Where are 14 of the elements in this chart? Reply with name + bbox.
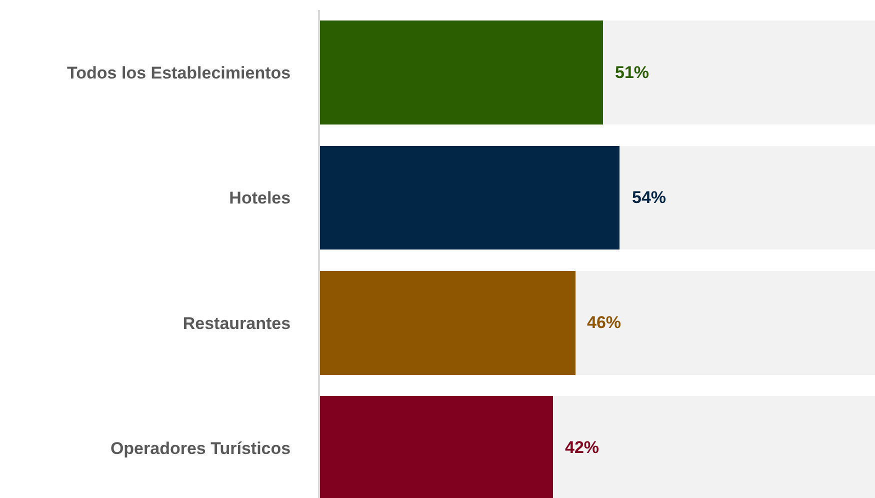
y-tick-label: Operadores Turísticos — [110, 438, 291, 458]
data-label: 42% — [565, 438, 600, 457]
bar — [320, 146, 620, 250]
bar — [575, 270, 875, 375]
bar — [620, 146, 875, 250]
bar — [320, 270, 576, 375]
data-label: 46% — [587, 313, 622, 332]
data-label: 54% — [632, 188, 666, 207]
y-tick-label: Todos los Establecimientos — [67, 64, 291, 83]
bar — [603, 20, 875, 124]
data-label: 51% — [615, 63, 650, 82]
bar — [320, 20, 604, 124]
y-tick-label: Hoteles — [229, 188, 291, 208]
y-tick-label: Restaurantes — [182, 314, 291, 333]
